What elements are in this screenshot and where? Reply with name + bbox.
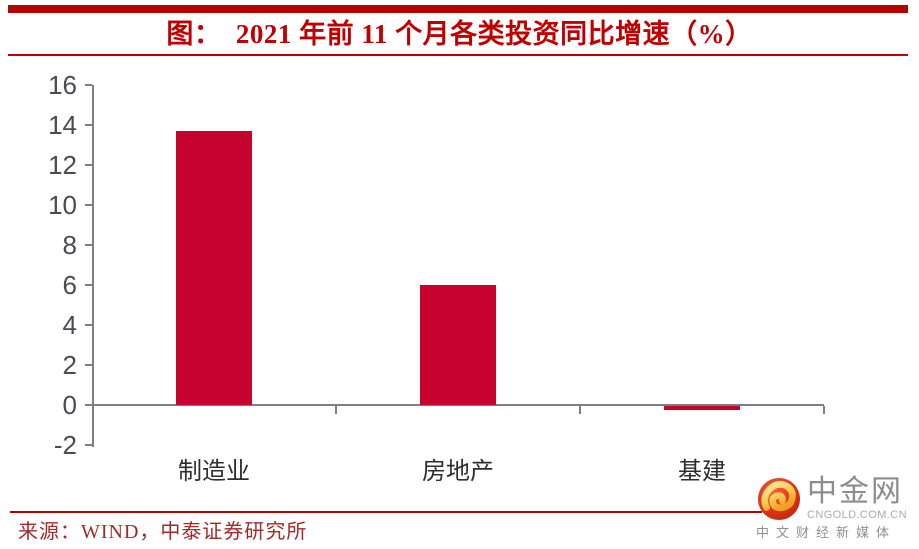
y-axis-tick-label: 16 <box>48 70 77 100</box>
top-accent-bar <box>8 5 908 13</box>
y-axis-tick <box>85 444 92 446</box>
y-axis-tick-label: 0 <box>62 390 77 420</box>
y-axis-tick <box>85 124 92 126</box>
y-axis-tick <box>85 404 92 406</box>
footer-divider <box>10 511 762 513</box>
y-axis-tick <box>85 244 92 246</box>
y-axis-tick-label: 14 <box>48 110 77 140</box>
y-axis-tick <box>85 284 92 286</box>
x-axis-line <box>92 404 824 406</box>
bar-制造业 <box>176 131 252 405</box>
cngold-logo[interactable]: 中金网 CNGOLD.COM.CN 中文财经新媒体 <box>755 474 911 544</box>
y-axis-tick-label: 6 <box>62 270 77 300</box>
y-axis-tick-label: 10 <box>48 190 77 220</box>
y-axis-tick-label: 4 <box>62 310 77 340</box>
logo-domain: CNGOLD.COM.CN <box>807 509 907 521</box>
x-category-label: 房地产 <box>422 459 494 485</box>
y-axis-tick-label: 2 <box>62 350 77 380</box>
source-text: 来源：WIND，中泰证券研究所 <box>18 521 308 543</box>
y-axis-tick <box>85 324 92 326</box>
y-axis-tick <box>85 84 92 86</box>
bar-基建 <box>664 406 740 410</box>
cngold-swirl-icon <box>757 477 801 521</box>
title-underline <box>8 54 908 56</box>
x-axis-tick <box>579 406 581 414</box>
y-axis-line <box>92 85 94 447</box>
y-axis-tick-label: 8 <box>62 230 77 260</box>
y-axis-tick-label: 12 <box>48 150 77 180</box>
y-axis-tick <box>85 204 92 206</box>
x-category-label: 制造业 <box>178 459 250 485</box>
y-axis-tick <box>85 364 92 366</box>
bar-房地产 <box>420 285 496 405</box>
y-axis-tick-label: -2 <box>53 430 77 460</box>
x-axis-tick <box>823 406 825 414</box>
chart-title: 图： 2021 年前 11 个月各类投资同比增速（%） <box>166 19 753 49</box>
logo-name: 中金网 <box>807 475 903 508</box>
x-category-label: 基建 <box>678 459 726 485</box>
logo-tagline: 中文财经新媒体 <box>756 525 897 540</box>
x-axis-tick <box>335 406 337 414</box>
y-axis-tick <box>85 164 92 166</box>
